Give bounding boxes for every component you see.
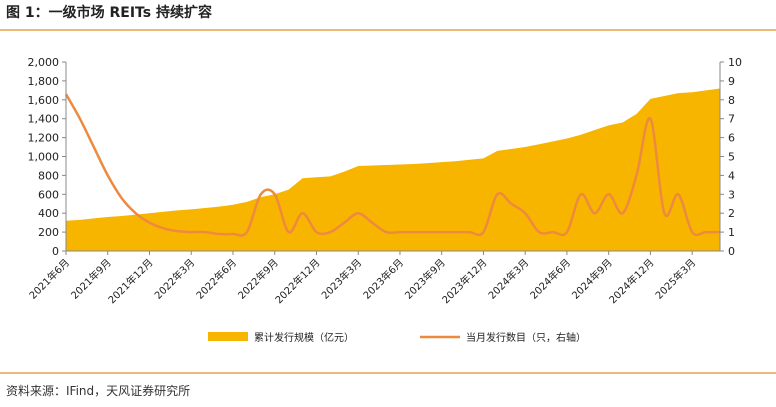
y-tick-label: 1,200 <box>28 132 60 145</box>
x-tick-label: 2024年9月 <box>569 256 615 302</box>
y2-tick-label: 6 <box>728 132 735 145</box>
x-tick-label: 2022年12月 <box>272 256 322 306</box>
line <box>64 93 720 237</box>
y2-tick-label: 4 <box>728 169 735 182</box>
y-tick-label: 2,000 <box>28 56 60 69</box>
x-tick-label: 2021年12月 <box>105 256 155 306</box>
x-tick-label: 2023年6月 <box>360 256 406 302</box>
x-tick-label: 2022年3月 <box>152 256 198 302</box>
y-tick-label: 0 <box>52 245 59 258</box>
legend-swatch <box>208 332 248 341</box>
y2-tick-label: 5 <box>728 151 735 164</box>
y2-tick-label: 9 <box>728 75 735 88</box>
x-tick-label: 2023年9月 <box>402 256 448 302</box>
source: 资料来源：IFind，天风证券研究所 <box>6 383 190 398</box>
x-tick-label: 2021年9月 <box>68 256 114 302</box>
y-tick-label: 1,000 <box>28 151 60 164</box>
x-tick-label: 2025年3月 <box>652 256 698 302</box>
legend-label: 累计发行规模（亿元） <box>254 331 354 344</box>
x-tick-label: 2022年6月 <box>193 256 239 302</box>
legend-label: 当月发行数目（只，右轴） <box>466 331 586 344</box>
y-tick-label: 600 <box>38 188 59 201</box>
y-tick-label: 1,400 <box>28 113 60 126</box>
x-tick-label: 2024年6月 <box>527 256 573 302</box>
x-tick-label: 2024年12月 <box>606 256 656 306</box>
y-tick-label: 1,800 <box>28 75 60 88</box>
y2-tick-label: 1 <box>728 226 735 239</box>
chart-title: 图 1：一级市场 REITs 持续扩容 <box>6 4 212 21</box>
y2-tick-label: 0 <box>728 245 735 258</box>
y2-tick-label: 8 <box>728 94 735 107</box>
y-tick-label: 800 <box>38 169 59 182</box>
area <box>66 88 720 252</box>
y2-tick-label: 3 <box>728 188 735 201</box>
x-tick-label: 2021年6月 <box>26 256 72 302</box>
x-tick-label: 2023年3月 <box>319 256 365 302</box>
x-tick-label: 2023年12月 <box>439 256 489 306</box>
y-tick-label: 400 <box>38 207 59 220</box>
y2-tick-label: 2 <box>728 207 735 220</box>
x-tick-label: 2022年9月 <box>235 256 281 302</box>
y-tick-label: 1,600 <box>28 94 60 107</box>
y-tick-label: 200 <box>38 226 59 239</box>
x-tick-label: 2024年3月 <box>485 256 531 302</box>
y2-tick-label: 10 <box>728 56 742 69</box>
y2-tick-label: 7 <box>728 113 735 126</box>
